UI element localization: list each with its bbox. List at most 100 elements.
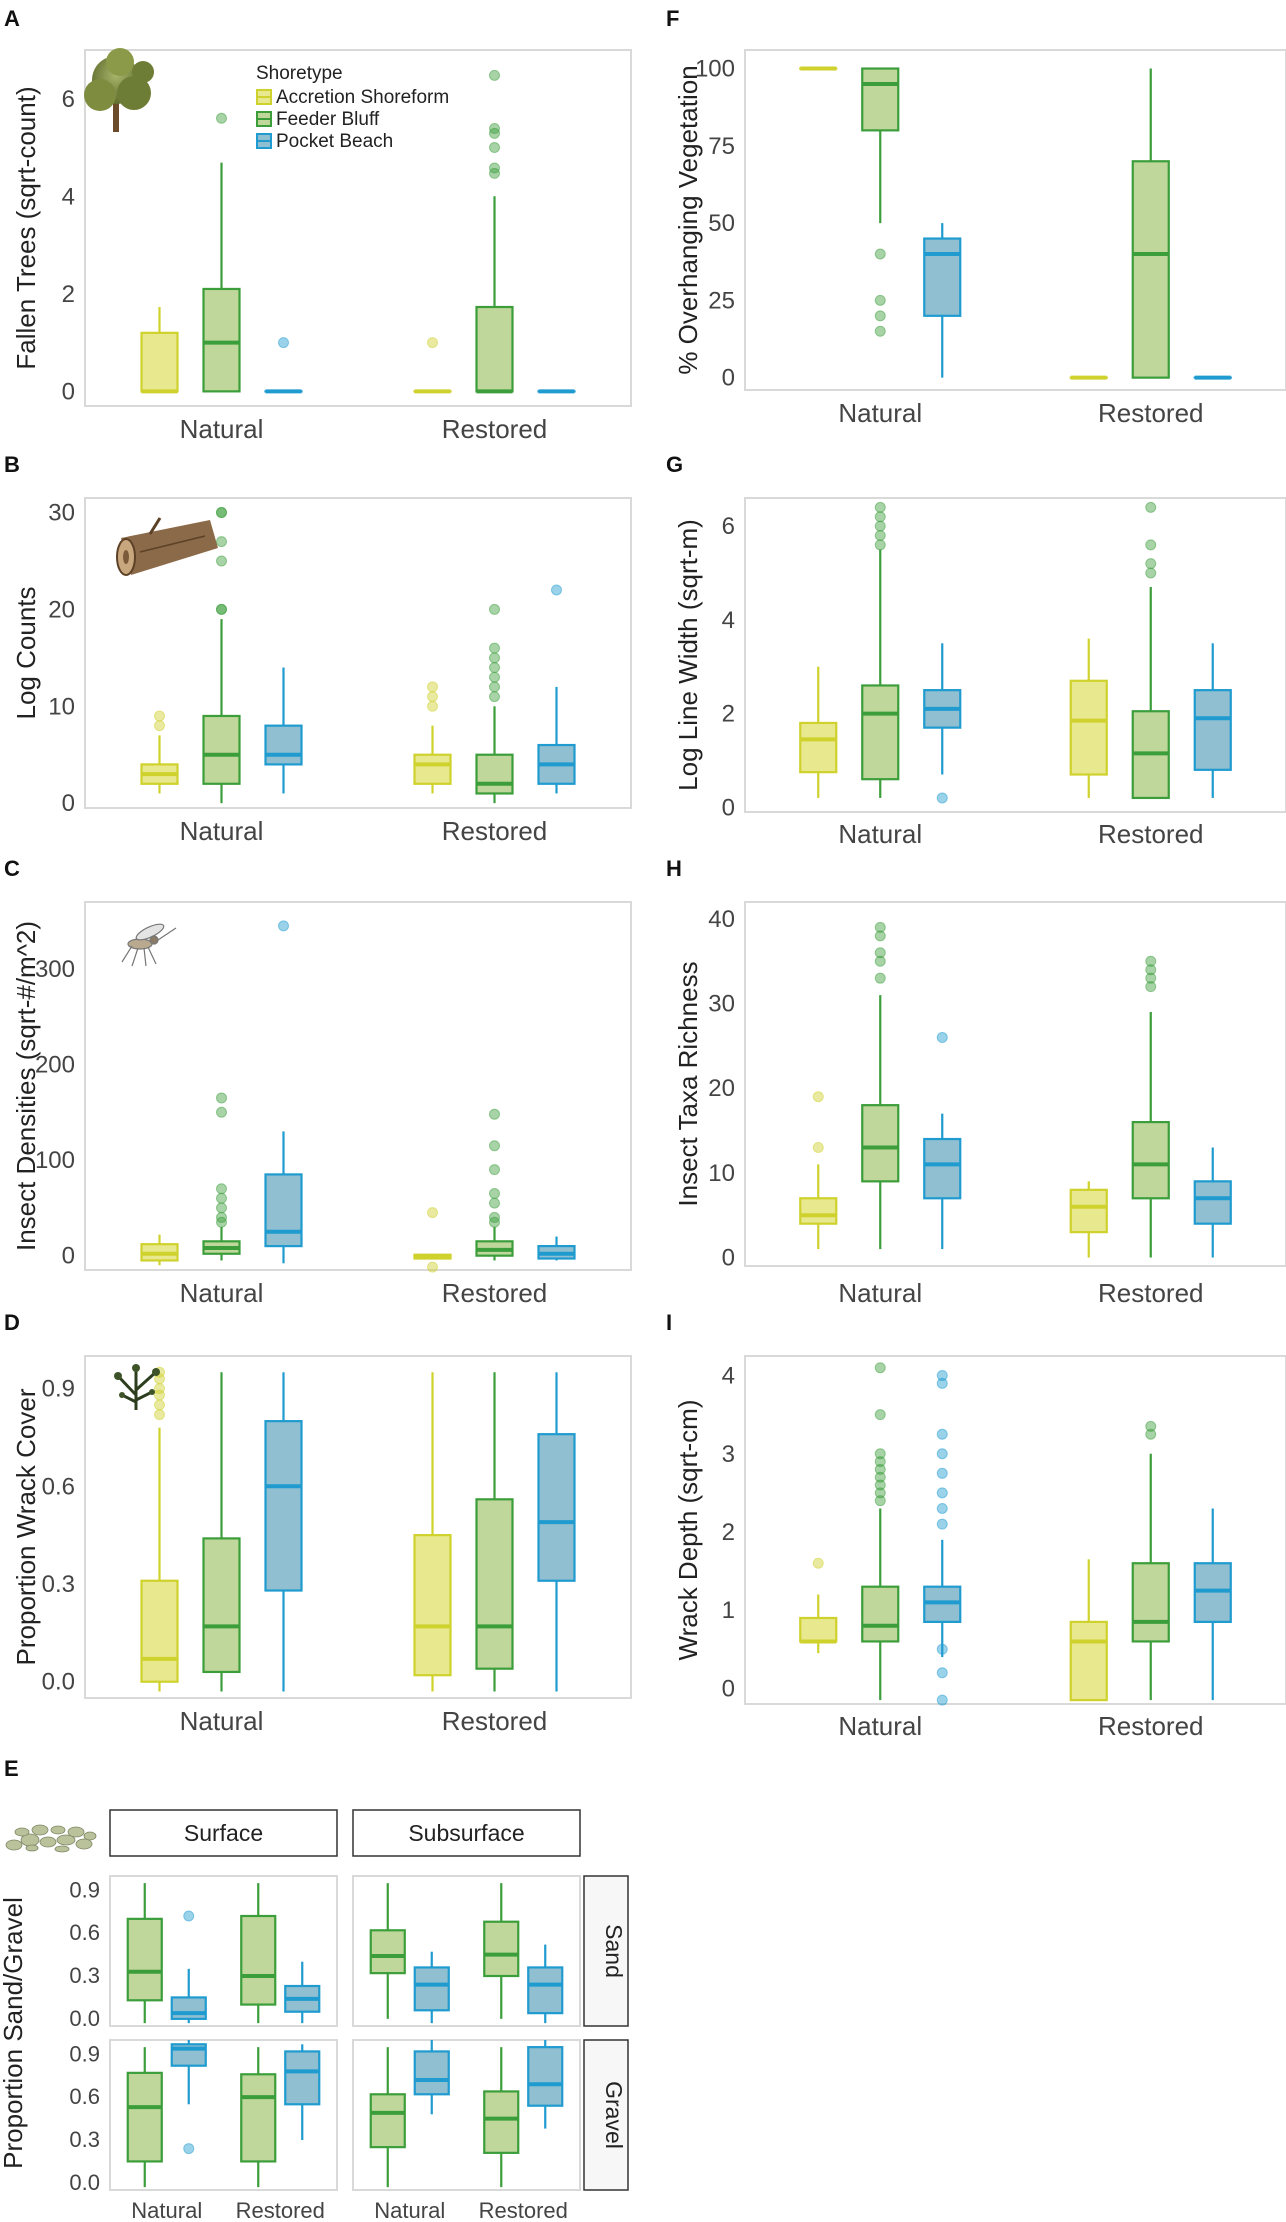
panel-e-subsurface-xtick-restored: Restored xyxy=(479,2198,568,2222)
panel-c-accretion-restored-outlier-0 xyxy=(427,1261,438,1273)
panel-d-ytick-3: 0.9 xyxy=(42,1376,75,1403)
panel-i-feeder-bluff-natural-box xyxy=(861,1585,900,1643)
panel-b-accretion-restored-outlier-2 xyxy=(427,681,438,693)
panel-i-pocket-beach-natural-outlier-6 xyxy=(936,1467,948,1479)
panel-e-surface-xtick-restored: Restored xyxy=(236,2198,325,2222)
panel-d-ytick-1: 0.3 xyxy=(42,1571,75,1598)
panel-i-ytick-0: 0 xyxy=(722,1675,735,1702)
panel-b-ytick-0: 0 xyxy=(62,790,75,817)
panel-h-feeder-bluff-natural-outlier-3 xyxy=(874,930,886,942)
panel-a-ylabel: Fallen Trees (sqrt-count) xyxy=(11,86,41,369)
panel-d-ylabel: Proportion Wrack Cover xyxy=(11,1388,41,1665)
panel-b-accretion-natural-outlier-1 xyxy=(154,710,165,722)
panel-g-ytick-3: 6 xyxy=(722,513,735,540)
panel-h-accretion-natural-outlier-0 xyxy=(812,1141,824,1153)
panel-a-xtick-restored: Restored xyxy=(442,414,548,444)
panel-g-accretion-restored-box xyxy=(1069,679,1108,776)
panel-f-feeder-bluff-natural-outlier-1 xyxy=(874,310,886,322)
panel-f-feeder-bluff-natural-box xyxy=(861,67,900,132)
panel-c-feeder-bluff-restored-outlier-3 xyxy=(489,1188,500,1200)
panel-g-feeder-bluff-restored-outlier-3 xyxy=(1145,501,1157,513)
panel-g-pocket-beach-natural-outlier-0 xyxy=(936,792,948,804)
panel-d-accretion-natural-outlier-0 xyxy=(154,1409,165,1421)
panel-c-xtick-restored: Restored xyxy=(442,1278,548,1308)
panel-g-feeder-bluff-restored-outlier-2 xyxy=(1145,539,1157,551)
panel-c-feeder-bluff-restored-outlier-2 xyxy=(489,1197,500,1209)
panel-h-feeder-bluff-restored-outlier-0 xyxy=(1145,981,1157,993)
panel-h-xtick-restored: Restored xyxy=(1098,1278,1204,1308)
panel-f-feeder-bluff-natural-outlier-3 xyxy=(874,248,886,260)
panel-b-feeder-bluff-restored-box xyxy=(475,753,514,795)
panel-f-feeder-bluff-natural-outlier-0 xyxy=(874,325,886,337)
panel-i-pocket-beach-natural-outlier-5 xyxy=(936,1487,948,1499)
panel-i-pocket-beach-natural-outlier-4 xyxy=(936,1502,948,1514)
tree-icon xyxy=(84,48,154,132)
panel-c-feeder-bluff-natural-outlier-3 xyxy=(216,1192,227,1204)
panel-d-feeder-bluff-restored-box xyxy=(475,1498,514,1670)
panel-b-feeder-bluff-natural-box xyxy=(202,714,241,785)
panel-i-accretion-natural-box xyxy=(799,1616,838,1643)
panel-e-sand-ytick-3: 0.9 xyxy=(69,1877,100,1902)
panel-f-frame xyxy=(744,49,1286,391)
panel-c-ytick-0: 0 xyxy=(62,1243,75,1270)
panel-i-pocket-beach-natural-outlier-7 xyxy=(936,1448,948,1460)
panel-e-gravel-surface-pocket-beach-restored-box xyxy=(284,2050,321,2106)
panel-g-feeder-bluff-natural-outlier-1 xyxy=(874,529,886,541)
panel-e-sand-ytick-1: 0.3 xyxy=(69,1963,100,1988)
panel-a-feeder-bluff-natural-outlier-0 xyxy=(216,112,227,124)
panel-i-feeder-bluff-natural-outlier-1 xyxy=(874,1487,886,1499)
panel-c-pocket-beach-natural-box xyxy=(264,1173,303,1248)
panel-g-feeder-bluff-restored-outlier-0 xyxy=(1145,567,1157,579)
panel-g-feeder-bluff-natural-outlier-0 xyxy=(874,539,886,551)
panel-label-e: E xyxy=(4,1756,19,1781)
panel-i-xtick-natural: Natural xyxy=(838,1711,922,1741)
panel-e-strip-surface xyxy=(109,1809,338,1857)
panel-c-ytick-2: 200 xyxy=(35,1051,75,1078)
panel-c-feeder-bluff-restored-outlier-1 xyxy=(489,1211,500,1223)
panel-i-accretion-natural-outlier-0 xyxy=(812,1557,824,1569)
panel-g-ytick-2: 4 xyxy=(722,607,735,634)
panel-i-feeder-bluff-natural-outlier-8 xyxy=(874,1362,886,1374)
legend: Shoretype Accretion Shoreform Feeder Blu… xyxy=(256,63,449,152)
panel-h-pocket-beach-natural-outlier-0 xyxy=(936,1031,948,1043)
panel-label-i: I xyxy=(666,1310,672,1335)
panel-i-feeder-bluff-restored-outlier-0 xyxy=(1145,1428,1157,1440)
panel-b-ylabel: Log Counts xyxy=(11,587,41,720)
panel-h-ytick-4: 40 xyxy=(708,906,735,933)
panel-d-xtick-natural: Natural xyxy=(180,1706,264,1736)
panel-h-pocket-beach-restored-box xyxy=(1193,1180,1232,1225)
panel-e-gravel-subsurface-feeder-bluff-natural-box xyxy=(369,2093,406,2149)
panel-c-frame xyxy=(84,901,632,1271)
panel-d-xtick-restored: Restored xyxy=(442,1706,548,1736)
panel-b-accretion-restored-outlier-0 xyxy=(427,700,438,712)
panel-c-feeder-bluff-natural-outlier-2 xyxy=(216,1202,227,1214)
panel-e-strip-subsurface xyxy=(352,1809,581,1857)
panel-d-accretion-natural-outlier-1 xyxy=(154,1399,165,1411)
panel-e-subsurface-xtick-natural: Natural xyxy=(374,2198,445,2222)
panel-h-xtick-natural: Natural xyxy=(838,1278,922,1308)
panel-label-b: B xyxy=(4,452,20,477)
panel-e-sand-ytick-2: 0.6 xyxy=(69,1920,100,1945)
panel-e-sand-surface-pocket-beach-natural-box xyxy=(170,1996,207,2020)
panel-c-ytick-1: 100 xyxy=(35,1147,75,1174)
panel-i-pocket-beach-natural-outlier-9 xyxy=(936,1377,948,1389)
panel-f-ylabel: % Overhanging Vegetation xyxy=(673,65,703,374)
panel-e-sand-subsurface-feeder-bluff-natural-box xyxy=(369,1929,406,1975)
panel-b-feeder-bluff-natural-outlier-5 xyxy=(216,507,227,519)
panel-i-feeder-bluff-natural-outlier-6 xyxy=(874,1448,886,1460)
panel-h-feeder-bluff-restored-outlier-2 xyxy=(1145,964,1157,976)
panel-g-feeder-bluff-natural-outlier-2 xyxy=(874,520,886,532)
panel-g-ytick-0: 0 xyxy=(722,794,735,821)
panel-f-pocket-beach-natural-box xyxy=(923,237,962,317)
panel-h-feeder-bluff-natural-outlier-2 xyxy=(874,947,886,959)
legend-label-pocket: Pocket Beach xyxy=(276,131,393,152)
panel-e-gravel-subsurface-feeder-bluff-restored-box xyxy=(483,2090,520,2154)
panel-b-feeder-bluff-restored-outlier-4 xyxy=(489,652,500,664)
panel-e-surface-xtick-natural: Natural xyxy=(131,2198,202,2222)
panel-e-gravel-ytick-3: 0.9 xyxy=(69,2041,100,2066)
panel-a-ytick-2: 4 xyxy=(62,183,75,210)
panel-e-strip-gravel xyxy=(583,2039,629,2191)
panel-b-ytick-1: 10 xyxy=(48,693,75,720)
panel-a-feeder-bluff-restored-outlier-1 xyxy=(489,162,500,174)
